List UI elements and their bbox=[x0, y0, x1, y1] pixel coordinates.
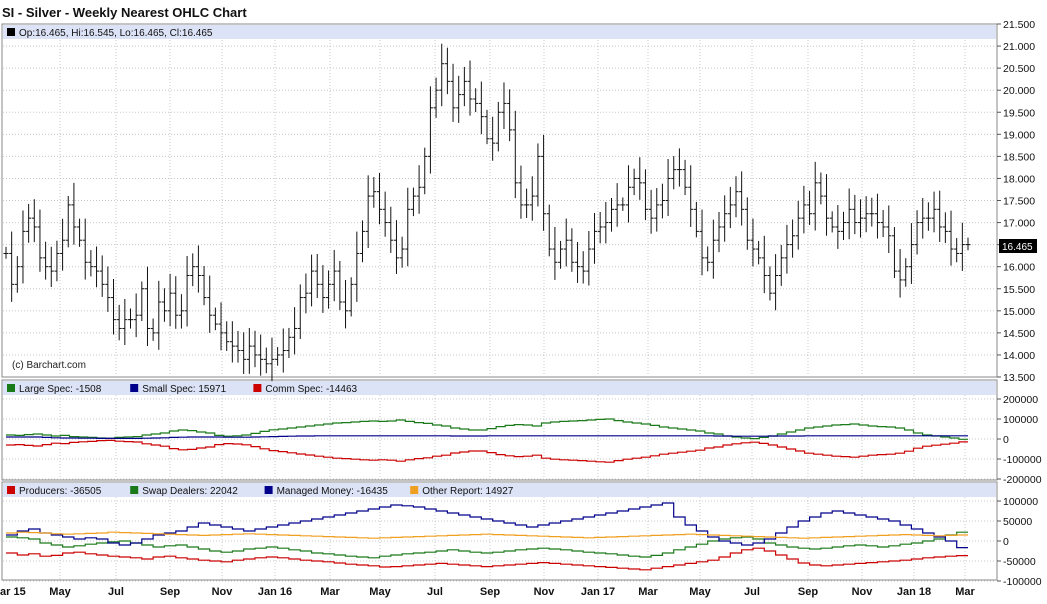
disagg-legend: Producers: -36505 Swap Dealers: 22042 Mana… bbox=[7, 486, 514, 497]
x-tick-label: Jan 16 bbox=[258, 586, 292, 598]
cot-tick-label: 0 bbox=[1003, 434, 1009, 446]
price-tick-label: 20.000 bbox=[1003, 85, 1035, 97]
disagg-tick-label: 100000 bbox=[1003, 496, 1038, 508]
price-tick-label: 15.500 bbox=[1003, 284, 1035, 296]
price-tick-label: 14.000 bbox=[1003, 350, 1035, 362]
disagg-tick-label: 50000 bbox=[1003, 516, 1032, 528]
price-tick-label: 21.500 bbox=[1003, 19, 1035, 31]
price-bars bbox=[3, 43, 971, 382]
x-tick-label: Sep bbox=[160, 586, 180, 598]
ohlc-legend-bar bbox=[3, 25, 996, 39]
price-tick-label: 13.500 bbox=[1003, 372, 1035, 384]
disagg-tick-label: -50000 bbox=[1003, 556, 1036, 568]
legend-swatch bbox=[253, 384, 262, 392]
x-tick-label: Nov bbox=[852, 586, 874, 598]
x-tick-label: May bbox=[689, 586, 711, 598]
x-tick-label: ar 15 bbox=[0, 586, 26, 598]
series-line-producers bbox=[6, 547, 968, 571]
legend-label: Comm Spec: -14463 bbox=[265, 384, 357, 395]
legend-swatch bbox=[264, 486, 273, 494]
cot-legend-bar bbox=[3, 381, 996, 395]
x-tick-label: Mar bbox=[638, 586, 658, 598]
cot-tick-label: -100000 bbox=[1003, 454, 1042, 466]
price-tick-label: 17.500 bbox=[1003, 196, 1035, 208]
price-panel bbox=[1, 23, 998, 378]
x-tick-label: Sep bbox=[798, 586, 818, 598]
x-tick-label: Jul bbox=[108, 586, 124, 598]
series-line-large-spec bbox=[6, 418, 968, 440]
price-tick-label: 17.000 bbox=[1003, 218, 1035, 230]
x-axis: ar 15 May Jul Sep Nov Jan 16 Mar May Jul Sep Nov Ja… bbox=[0, 586, 975, 598]
price-tick-label: 18.000 bbox=[1003, 173, 1035, 185]
x-tick-label: Jul bbox=[744, 586, 760, 598]
last-price-label: 16.465 bbox=[1002, 242, 1033, 253]
disagg-tick-label: 0 bbox=[1003, 536, 1009, 548]
legend-swatch bbox=[410, 486, 419, 494]
disagg-tick-label: -100000 bbox=[1003, 576, 1042, 588]
legend-swatch bbox=[130, 486, 139, 494]
legend-label: Producers: -36505 bbox=[19, 486, 102, 497]
price-tick-label: 21.000 bbox=[1003, 41, 1035, 53]
chart-title: SI - Silver - Weekly Nearest OHLC Chart bbox=[2, 5, 247, 20]
cot-panel bbox=[1, 379, 998, 481]
last-price-tag bbox=[999, 239, 1037, 253]
legend-swatch bbox=[7, 384, 15, 392]
legend-label: Swap Dealers: 22042 bbox=[142, 486, 238, 497]
x-tick-label: May bbox=[49, 586, 71, 598]
cot-tick-label: -200000 bbox=[1003, 474, 1042, 486]
legend-swatch bbox=[130, 384, 139, 392]
legend-swatch bbox=[7, 486, 15, 494]
ohlc-legend: Op:16.465, Hi:16.545, Lo:16.465, Cl:16.4… bbox=[19, 28, 213, 39]
series-line-other-report bbox=[6, 531, 968, 539]
price-tick-label: 19.500 bbox=[1003, 107, 1035, 119]
price-tick-label: 18.500 bbox=[1003, 151, 1035, 163]
x-tick-label: Jul bbox=[427, 586, 443, 598]
x-tick-label: Mar bbox=[955, 586, 975, 598]
price-tick-label: 14.500 bbox=[1003, 328, 1035, 340]
disagg-legend-bar bbox=[3, 483, 996, 497]
cot-lines bbox=[6, 418, 968, 463]
cot-legend: Large Spec: -1508 Small Spec: 15971 Comm S… bbox=[7, 384, 358, 395]
price-tick-label: 19.000 bbox=[1003, 129, 1035, 141]
cot-tick-label: 200000 bbox=[1003, 394, 1038, 406]
legend-label: Managed Money: -16435 bbox=[277, 486, 389, 497]
price-axis: 21.500 21.000 20.500 20.000 19.500 19.000 18.5… bbox=[997, 19, 1035, 384]
price-tick-label: 20.500 bbox=[1003, 63, 1035, 75]
ohlc-legend-swatch bbox=[7, 28, 15, 36]
series-line-managed-money bbox=[6, 502, 968, 549]
x-tick-label: Mar bbox=[320, 586, 340, 598]
cot-axis: 200000 100000 0 -100000 -200000 bbox=[997, 394, 1042, 486]
x-tick-label: Jan 18 bbox=[897, 586, 931, 598]
legend-label: Large Spec: -1508 bbox=[19, 384, 102, 395]
disagg-lines bbox=[6, 502, 968, 571]
watermark: (c) Barchart.com bbox=[12, 360, 86, 371]
price-tick-label: 15.000 bbox=[1003, 306, 1035, 318]
price-tick-label: 16.000 bbox=[1003, 262, 1035, 274]
x-tick-label: Sep bbox=[480, 586, 500, 598]
series-line-comm-spec bbox=[6, 439, 968, 463]
disagg-panel bbox=[1, 481, 998, 581]
series-line-swap-dealers bbox=[6, 531, 968, 559]
x-tick-label: May bbox=[369, 586, 391, 598]
cot-tick-label: 100000 bbox=[1003, 414, 1038, 426]
series-line-small-spec bbox=[6, 435, 968, 439]
legend-label: Small Spec: 15971 bbox=[142, 384, 226, 395]
x-tick-label: Jan 17 bbox=[581, 586, 615, 598]
disagg-axis: 100000 50000 0 -50000 -100000 bbox=[997, 496, 1042, 588]
x-tick-label: Nov bbox=[534, 586, 556, 598]
legend-label: Other Report: 14927 bbox=[422, 486, 514, 497]
x-tick-label: Nov bbox=[212, 586, 234, 598]
